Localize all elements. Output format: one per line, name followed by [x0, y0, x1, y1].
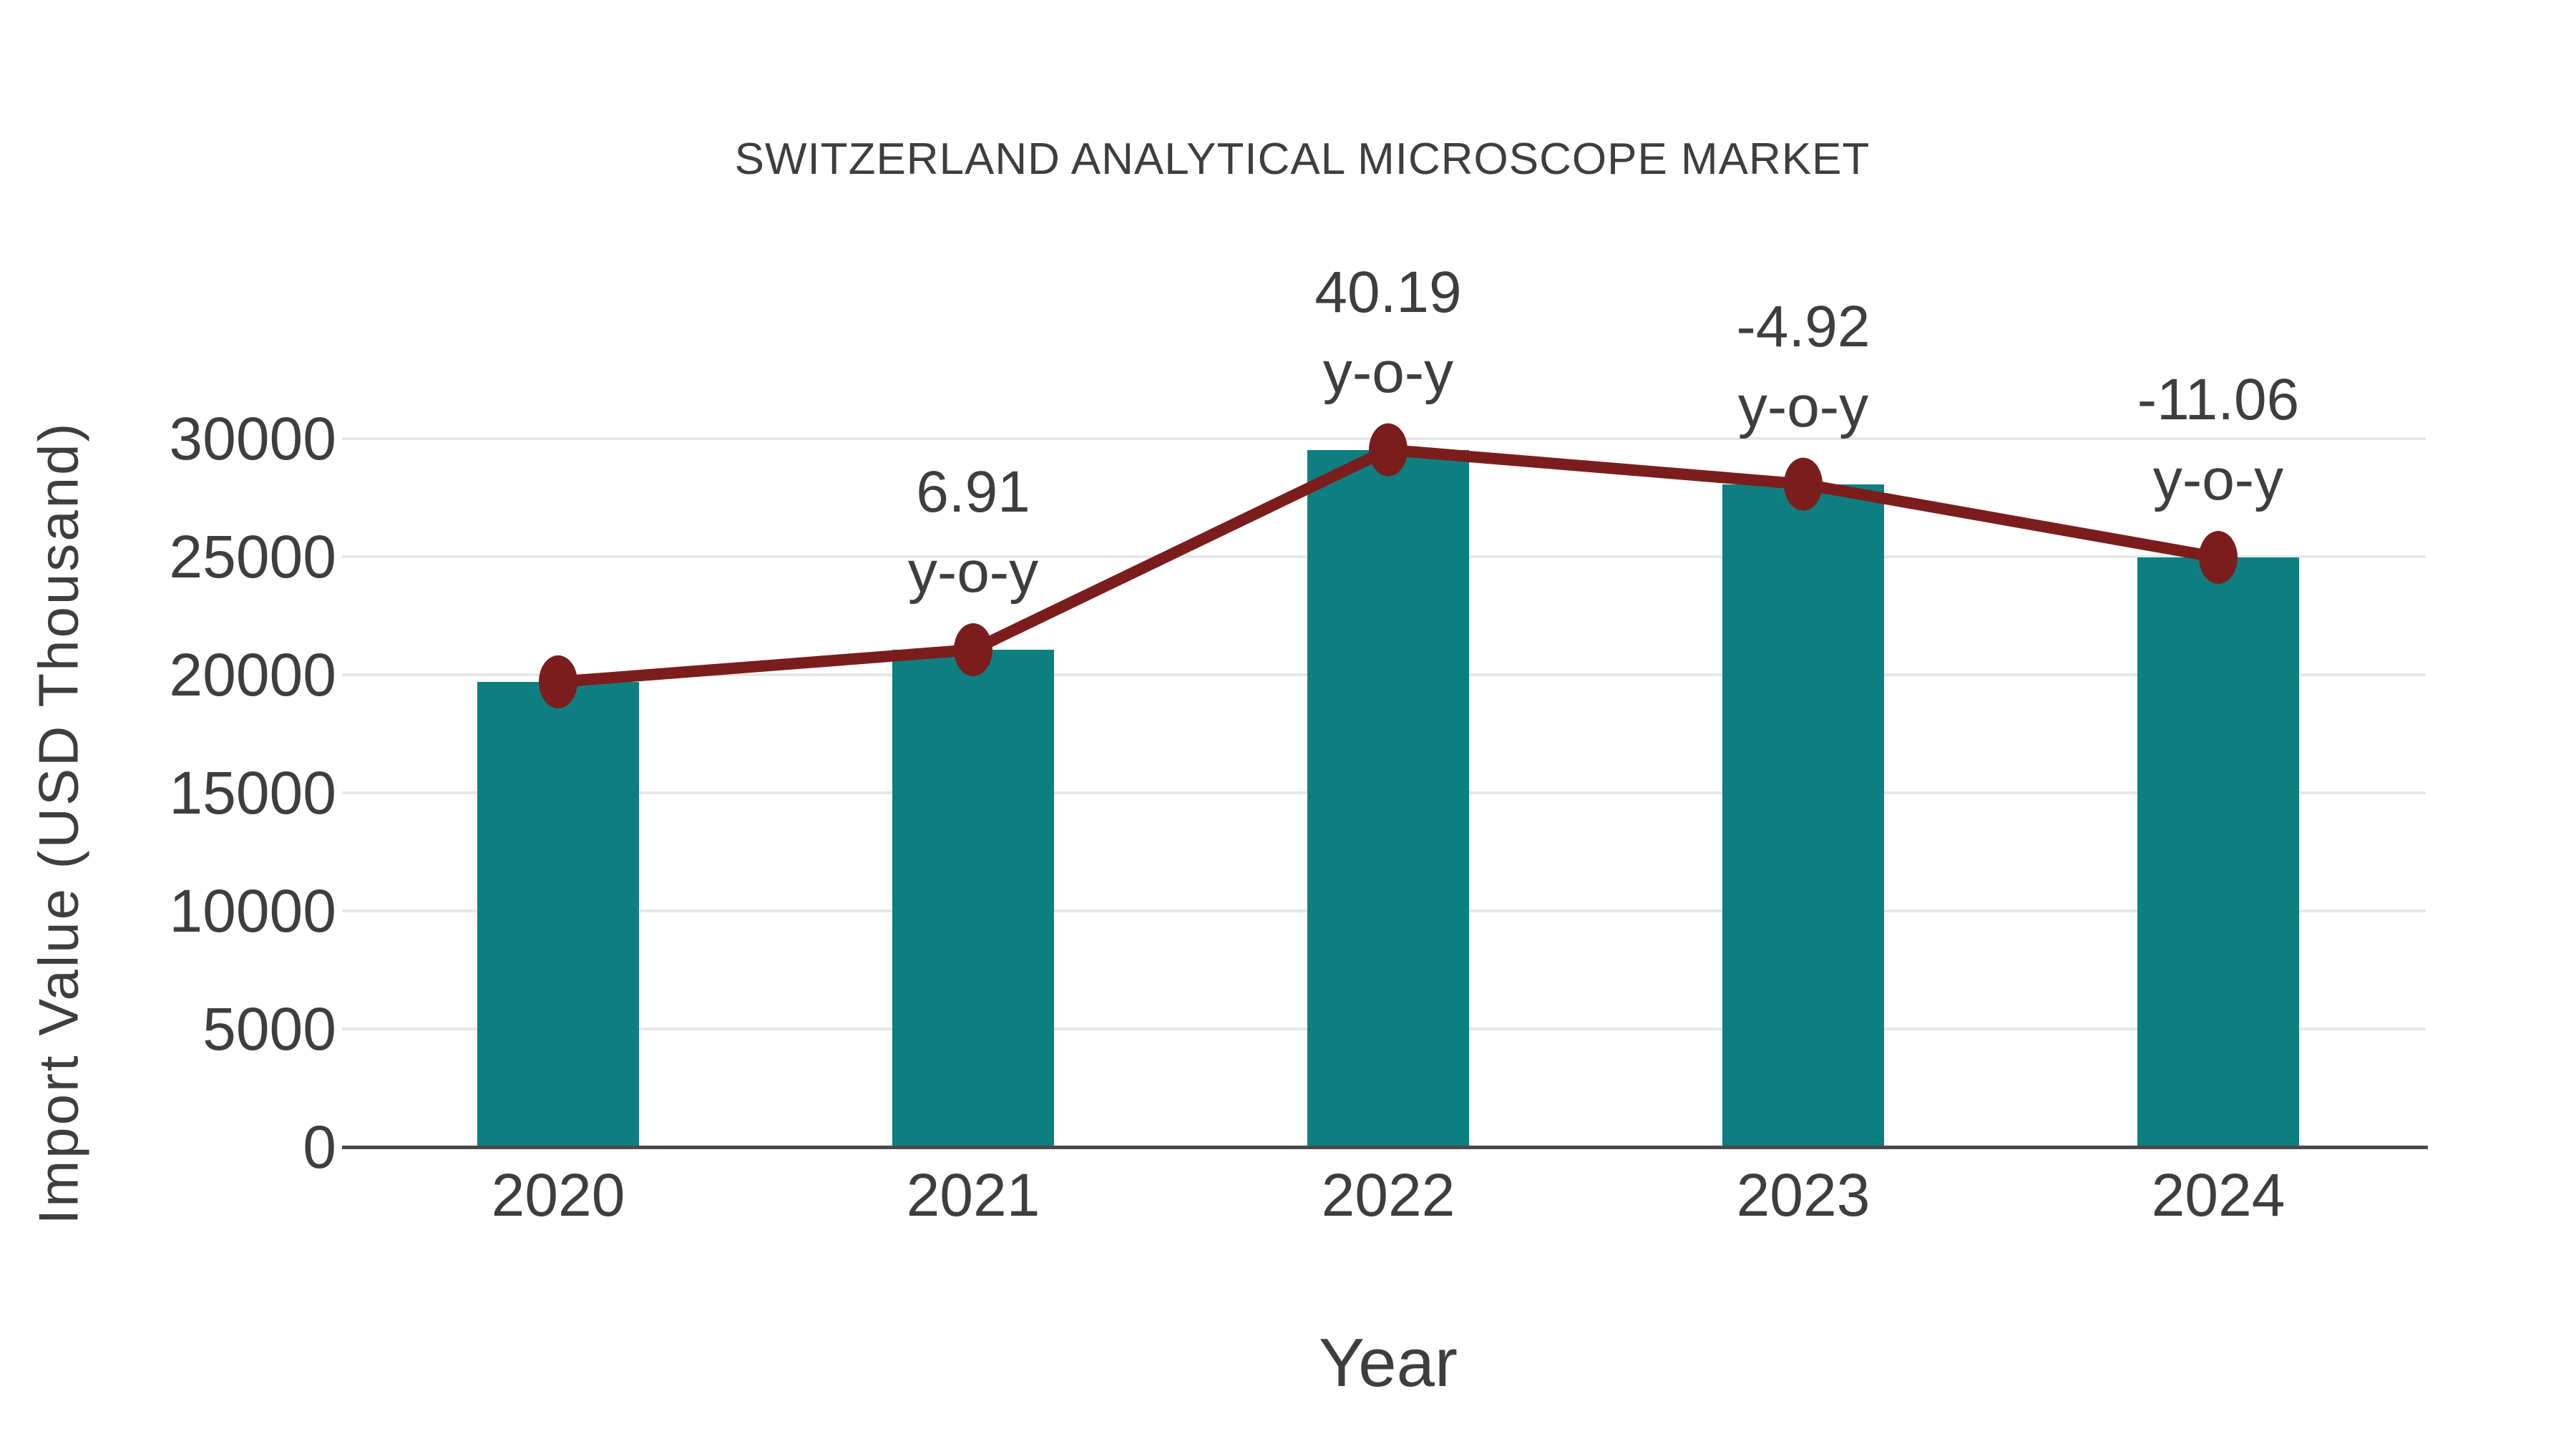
yoy-line-layer	[539, 423, 2238, 708]
bar-2024	[2137, 557, 2299, 1147]
y-tick-label-15000: 15000	[169, 759, 336, 826]
x-axis-line	[342, 1146, 2428, 1149]
annotation-value: -4.92	[1736, 293, 1870, 359]
bar-2021	[892, 650, 1054, 1147]
x-axis-title: Year	[1319, 1324, 1458, 1401]
annotation-value: 6.91	[916, 459, 1030, 525]
annotation-value: -11.06	[2137, 367, 2300, 433]
y-tick-label-20000: 20000	[169, 641, 336, 708]
annotation-value: 40.19	[1314, 259, 1462, 325]
bar-2023	[1722, 484, 1884, 1147]
data-point-marker-2024	[2199, 531, 2238, 585]
annotation-2022: 40.19 y-o-y	[1314, 253, 1461, 413]
annotation-label: y-o-y	[1737, 374, 1869, 439]
y-tick-label-10000: 10000	[169, 877, 336, 945]
x-tick-label-2022: 2022	[1321, 1161, 1455, 1229]
y-tick-label-25000: 25000	[169, 523, 336, 590]
annotation-2023: -4.92 y-o-y	[1737, 287, 1870, 447]
yoy-line	[552, 444, 2224, 688]
x-tick-label-2020: 2020	[491, 1161, 625, 1229]
x-tick-label-2024: 2024	[2151, 1161, 2285, 1229]
annotation-2024: -11.06 y-o-y	[2137, 360, 2299, 520]
annotation-2021: 6.91 y-o-y	[908, 452, 1038, 613]
bar-2022	[1307, 449, 1469, 1147]
bar-2020	[477, 681, 639, 1147]
annotation-label: y-o-y	[2152, 447, 2284, 513]
data-point-marker-2023	[1784, 457, 1823, 511]
x-tick-label-2021: 2021	[906, 1161, 1040, 1229]
y-tick-label-0: 0	[303, 1113, 336, 1181]
x-tick-label-2023: 2023	[1736, 1161, 1870, 1229]
data-point-marker-2020	[539, 655, 577, 708]
annotation-label: y-o-y	[1322, 339, 1454, 405]
annotation-label: y-o-y	[907, 539, 1039, 605]
chart-title: SWITZERLAND ANALYTICAL MICROSCOPE MARKET	[734, 135, 1870, 184]
y-tick-label-30000: 30000	[169, 405, 336, 472]
data-point-marker-2022	[1369, 423, 1407, 477]
data-point-marker-2021	[954, 623, 992, 676]
y-tick-label-5000: 5000	[203, 995, 336, 1063]
plot-area	[351, 423, 2426, 1147]
